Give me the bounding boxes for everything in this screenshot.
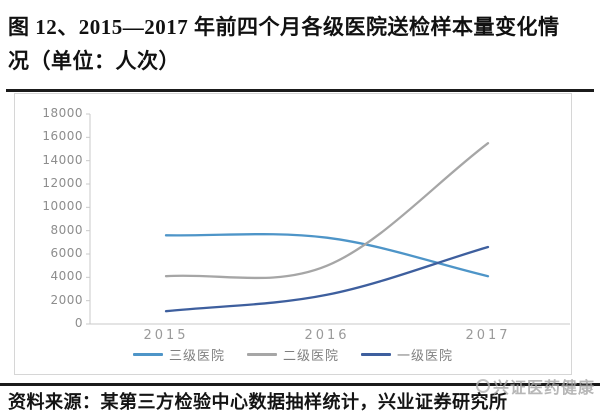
series-line-三级医院: [164, 233, 490, 278]
x-tick-label: 2017: [465, 328, 511, 343]
brand-watermark-text: 兴证医药健康: [492, 378, 595, 397]
brand-logo-icon: [475, 379, 490, 393]
legend-line-swatch: [361, 353, 391, 356]
y-tick-label: 4000: [50, 269, 83, 284]
figure-title-line2: 况（单位：人次）: [8, 49, 180, 73]
y-tick-label: 2000: [50, 292, 83, 307]
legend-line-swatch: [132, 353, 163, 356]
y-tick-label: 16000: [42, 129, 83, 144]
x-tick-label: 2016: [304, 328, 350, 343]
y-tick-label: 12000: [42, 176, 83, 190]
divider-top: [6, 89, 594, 92]
legend-item: 二级医院: [246, 345, 339, 364]
y-tick-label: 0: [74, 316, 83, 330]
divider-bottom: [0, 383, 600, 386]
line-chart: 18000 16000 14000 12000 10000 8000 6000 4000 200…: [14, 93, 572, 375]
y-tick-label: 14000: [42, 152, 83, 167]
y-tick-label: 8000: [50, 222, 83, 237]
legend-item: 三级医院: [132, 345, 225, 364]
figure-title: 图 12、2015—2017 年前四个月各级医院送检样本量变化情 况（单位：人次…: [8, 10, 596, 78]
legend-label: 一级医院: [397, 349, 454, 364]
y-tick-label: 6000: [50, 246, 83, 260]
y-tick-label: 10000: [42, 199, 83, 214]
series-line-一级医院: [164, 245, 490, 313]
y-tick-label: 18000: [42, 106, 83, 120]
line-chart-canvas: [86, 113, 570, 325]
legend-item: 一级医院: [361, 345, 453, 364]
legend-line-swatch: [246, 353, 277, 356]
x-tick-label: 2015: [143, 328, 189, 343]
legend-label: 二级医院: [282, 349, 339, 364]
chart-legend: 三级医院 二级医院 一级医院: [15, 345, 571, 364]
legend-label: 三级医院: [168, 349, 225, 364]
series-line-二级医院: [164, 142, 490, 280]
figure-title-line1: 图 12、2015—2017 年前四个月各级医院送检样本量变化情: [8, 15, 560, 39]
source-note: 资料来源：某第三方检验中心数据抽样统计，兴业证券研究所: [8, 392, 508, 412]
brand-watermark: 兴证医药健康: [475, 374, 595, 398]
